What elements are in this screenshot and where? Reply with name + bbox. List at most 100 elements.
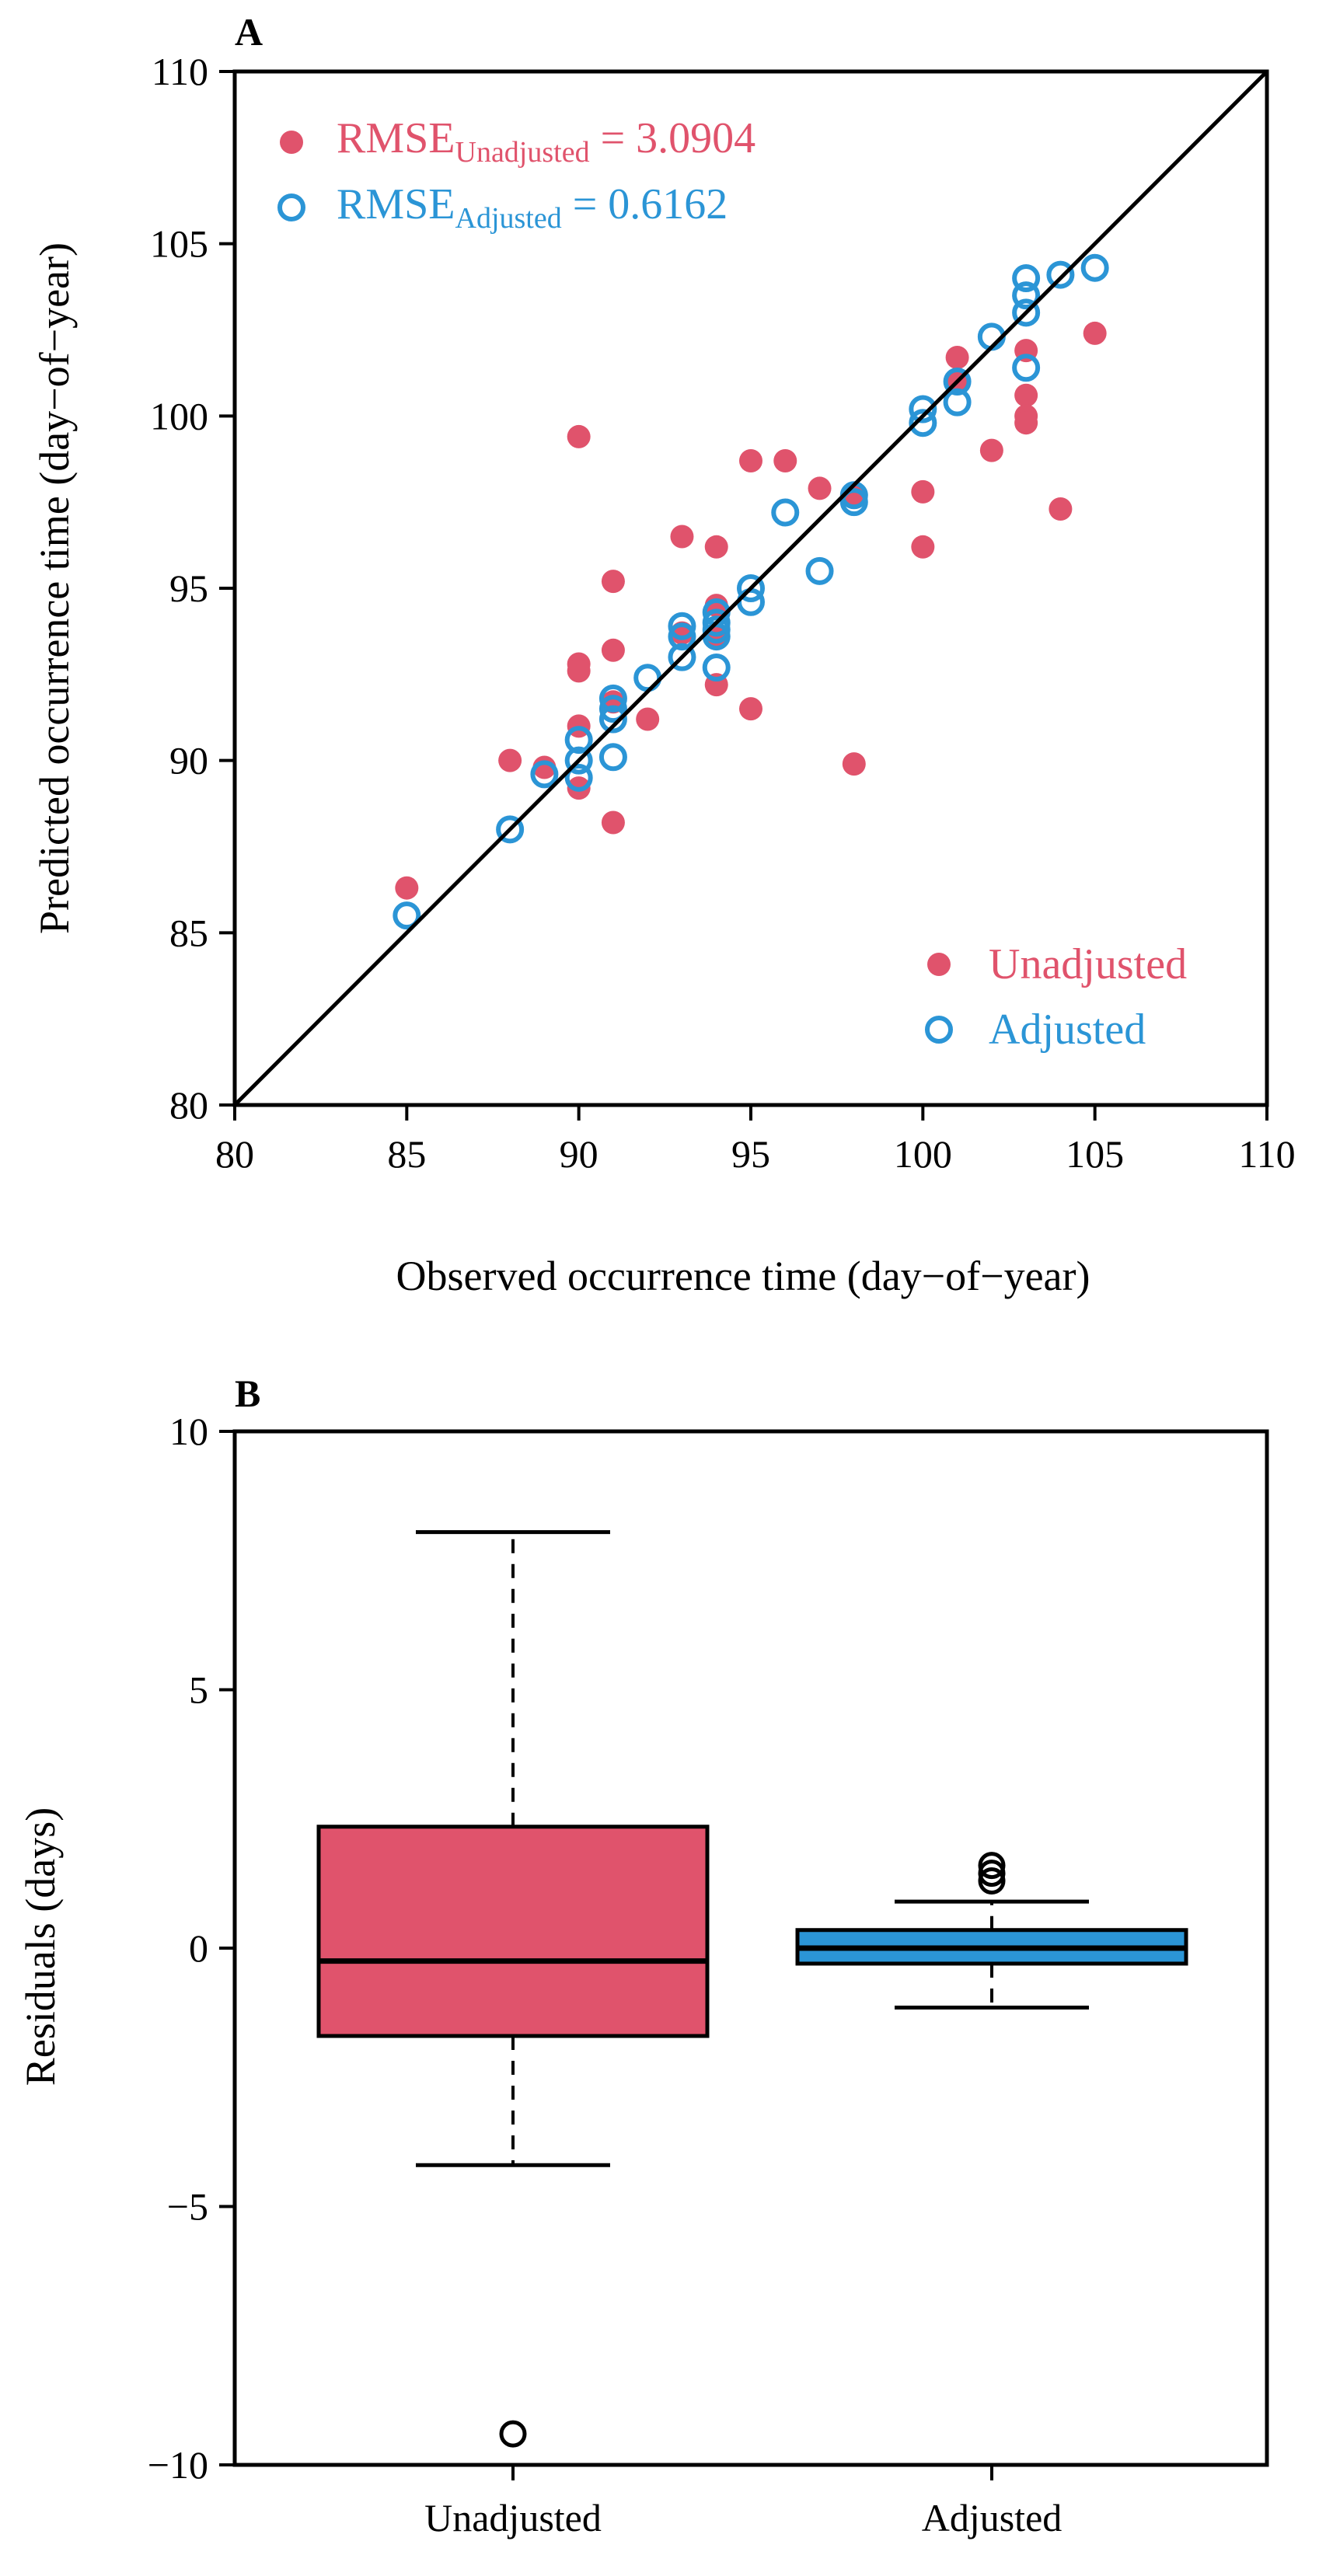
y-tick-label: 80 (169, 1083, 208, 1127)
point-unadjusted (601, 638, 625, 662)
point-unadjusted (979, 438, 1003, 462)
point-adjusted (909, 409, 937, 437)
point-adjusted (1080, 253, 1109, 282)
boxplot-ticks: −10 −5 0 5 10 Unadjusted Adjusted (148, 1410, 1062, 2539)
point-unadjusted (1014, 411, 1038, 435)
point-unadjusted (773, 448, 797, 472)
boxplot-boxes (316, 1530, 1188, 2448)
rmse-stats: RMSEUnadjusted = 3.0904 RMSEAdjusted = 0… (277, 114, 755, 235)
y-tick-label: 5 (189, 1668, 208, 1712)
box-unadjusted (316, 1825, 710, 2038)
point-adjusted (668, 612, 696, 640)
point-unadjusted (670, 525, 694, 549)
stat-adjusted-subscript: Adjusted (455, 202, 562, 235)
legend-label-unadjusted: Unadjusted (989, 940, 1187, 988)
one-to-one-line (233, 70, 1268, 1107)
outlier-point (978, 1852, 1006, 1880)
point-adjusted (393, 901, 421, 930)
point-adjusted (909, 395, 937, 424)
point-unadjusted (567, 424, 591, 448)
y-tick-label: 95 (169, 566, 208, 610)
stat-unadjusted-prefix: RMSE (337, 114, 455, 162)
point-adjusted (702, 653, 731, 681)
point-adjusted (943, 388, 972, 417)
scatter-panel-a: A 80 85 90 95 100 105 110 80 85 90 95 100 105 110 Obs… (31, 10, 1296, 1299)
point-adjusted (564, 746, 593, 775)
point-adjusted (771, 498, 800, 527)
stat-marker-adjusted (277, 193, 305, 221)
point-unadjusted (567, 659, 591, 683)
stat-adjusted-prefix: RMSE (337, 180, 455, 228)
x-tick-label: 95 (731, 1132, 770, 1176)
outlier-point (499, 2420, 527, 2448)
point-unadjusted (636, 707, 660, 731)
y-tick-label: 100 (150, 394, 208, 437)
point-adjusted (805, 556, 834, 585)
x-tick-label: 110 (1238, 1132, 1295, 1176)
point-unadjusted (842, 752, 866, 776)
point-unadjusted (601, 570, 625, 594)
panel-letter-a: A (235, 10, 263, 54)
point-unadjusted (739, 697, 762, 721)
point-adjusted (564, 726, 593, 755)
point-adjusted (839, 488, 868, 517)
panel-letter-b: B (235, 1372, 260, 1415)
scatter-points (393, 253, 1109, 930)
legend-marker-unadjusted (927, 953, 951, 976)
point-unadjusted (739, 448, 762, 472)
category-label: Unadjusted (424, 2496, 602, 2539)
y-tick-label: 0 (189, 1926, 208, 1970)
scatter-plot-frame (232, 69, 1269, 1107)
x-tick-label: 80 (215, 1132, 254, 1176)
point-unadjusted (1049, 497, 1073, 521)
point-unadjusted (1014, 383, 1038, 407)
y-tick-label: −5 (167, 2185, 208, 2229)
legend-label-adjusted: Adjusted (989, 1006, 1146, 1054)
point-unadjusted (601, 810, 625, 835)
x-tick-label: 100 (894, 1132, 952, 1176)
point-unadjusted (911, 479, 935, 504)
point-unadjusted (395, 876, 419, 900)
point-adjusted (1012, 264, 1041, 292)
point-unadjusted (808, 476, 832, 500)
point-adjusted (1012, 281, 1041, 310)
category-label: Adjusted (922, 2496, 1063, 2539)
point-adjusted (668, 622, 696, 651)
legend-marker-adjusted (925, 1016, 953, 1044)
y-tick-label: −10 (148, 2443, 208, 2487)
point-adjusted (530, 760, 559, 789)
y-axis-title-residuals: Residuals (days) (17, 1807, 64, 2086)
y-tick-label: 90 (169, 739, 208, 783)
point-unadjusted (1083, 321, 1107, 345)
x-axis-title: Observed occurrence time (day−of−year) (396, 1253, 1090, 1299)
x-tick-label: 105 (1066, 1132, 1124, 1176)
boxplot-panel-b: B −10 −5 0 5 10 Unadjusted Adjusted Residuals … (17, 1372, 1269, 2539)
point-adjusted (598, 743, 627, 772)
y-tick-label: 10 (169, 1410, 208, 1453)
point-adjusted (943, 368, 972, 396)
x-tick-label: 85 (387, 1132, 426, 1176)
point-adjusted (598, 684, 627, 713)
y-tick-label: 105 (150, 222, 208, 266)
legend: Unadjusted Adjusted (925, 940, 1187, 1054)
outlier-point (978, 1860, 1006, 1888)
scatter-ticks: 80 85 90 95 100 105 110 80 85 90 95 100 105 110 (150, 50, 1296, 1176)
point-adjusted (1012, 298, 1041, 327)
point-adjusted (1012, 354, 1041, 382)
point-adjusted (1046, 260, 1075, 289)
point-unadjusted (532, 755, 557, 779)
point-adjusted (668, 643, 696, 671)
boxplot-frame (232, 1429, 1269, 2467)
y-tick-label: 110 (152, 50, 208, 93)
point-unadjusted (704, 535, 728, 559)
point-unadjusted (498, 748, 522, 772)
point-unadjusted (945, 345, 969, 369)
stat-adjusted: RMSEAdjusted = 0.6162 (337, 180, 728, 235)
point-adjusted (564, 763, 593, 792)
stat-unadjusted: RMSEUnadjusted = 3.0904 (337, 114, 755, 169)
point-adjusted (496, 815, 525, 844)
stat-unadjusted-value: = 3.0904 (590, 114, 756, 162)
point-unadjusted (911, 535, 935, 559)
stat-marker-unadjusted (280, 131, 303, 154)
